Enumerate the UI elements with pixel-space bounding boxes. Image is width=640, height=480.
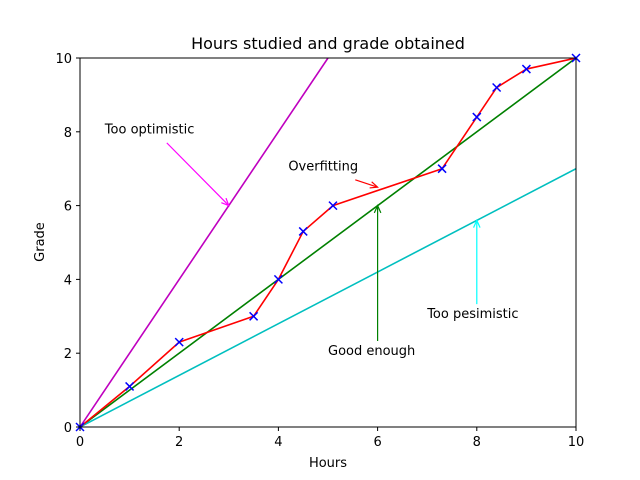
- data-point-marker: [249, 311, 259, 321]
- data-lines: [80, 58, 576, 427]
- y-tick-label: 10: [55, 52, 72, 67]
- y-tick-label: 0: [64, 421, 72, 436]
- x-tick-label: 8: [473, 435, 481, 450]
- y-tick-label: 6: [64, 200, 72, 215]
- data-point-marker: [125, 381, 135, 391]
- annotation-arrow-optimistic: [166, 142, 230, 207]
- y-tick-label: 2: [64, 347, 72, 362]
- data-point-marker: [437, 164, 447, 174]
- chart-title: Hours studied and grade obtained: [191, 34, 465, 53]
- y-tick-label: 4: [64, 273, 72, 288]
- data-point-marker: [298, 226, 308, 236]
- x-tick-label: 0: [76, 435, 84, 450]
- data-point-marker: [174, 337, 184, 347]
- annotations: Too optimistic Overfitting Good enough Too …: [104, 123, 519, 359]
- annotation-pessimistic: Too pesimistic: [426, 307, 518, 322]
- x-tick-label: 4: [274, 435, 282, 450]
- series-line-pessimistic: [80, 167, 576, 427]
- x-axis-label: Hours: [309, 456, 347, 471]
- plot-frame: [79, 57, 577, 428]
- x-tick-label: 6: [373, 435, 381, 450]
- annotation-overfitting: Overfitting: [288, 160, 358, 175]
- series-line-good-enough: [80, 58, 576, 427]
- data-point-marker: [492, 82, 502, 93]
- data-point-marker: [472, 112, 482, 122]
- data-point-marker: [328, 201, 338, 211]
- y-tick-label: 8: [64, 126, 72, 141]
- annotation-arrow-overfitting: [355, 179, 379, 189]
- series-line-overfitting: [80, 58, 576, 427]
- y-axis-ticks: 0 2 4 6 8 10: [55, 52, 80, 436]
- series-line-optimistic: [80, 58, 329, 427]
- x-tick-label: 2: [175, 435, 183, 450]
- data-point-marker: [521, 64, 531, 74]
- x-tick-label: 10: [568, 435, 585, 450]
- x-axis-ticks: 0 2 4 6 8 10: [76, 427, 584, 450]
- y-axis-label: Grade: [33, 222, 48, 262]
- annotation-arrow-pessimistic: [472, 218, 481, 305]
- annotation-good-enough: Good enough: [328, 344, 415, 359]
- annotation-arrow-good-enough: [373, 204, 382, 342]
- data-point-marker: [273, 274, 283, 284]
- annotation-optimistic: Too optimistic: [104, 123, 195, 138]
